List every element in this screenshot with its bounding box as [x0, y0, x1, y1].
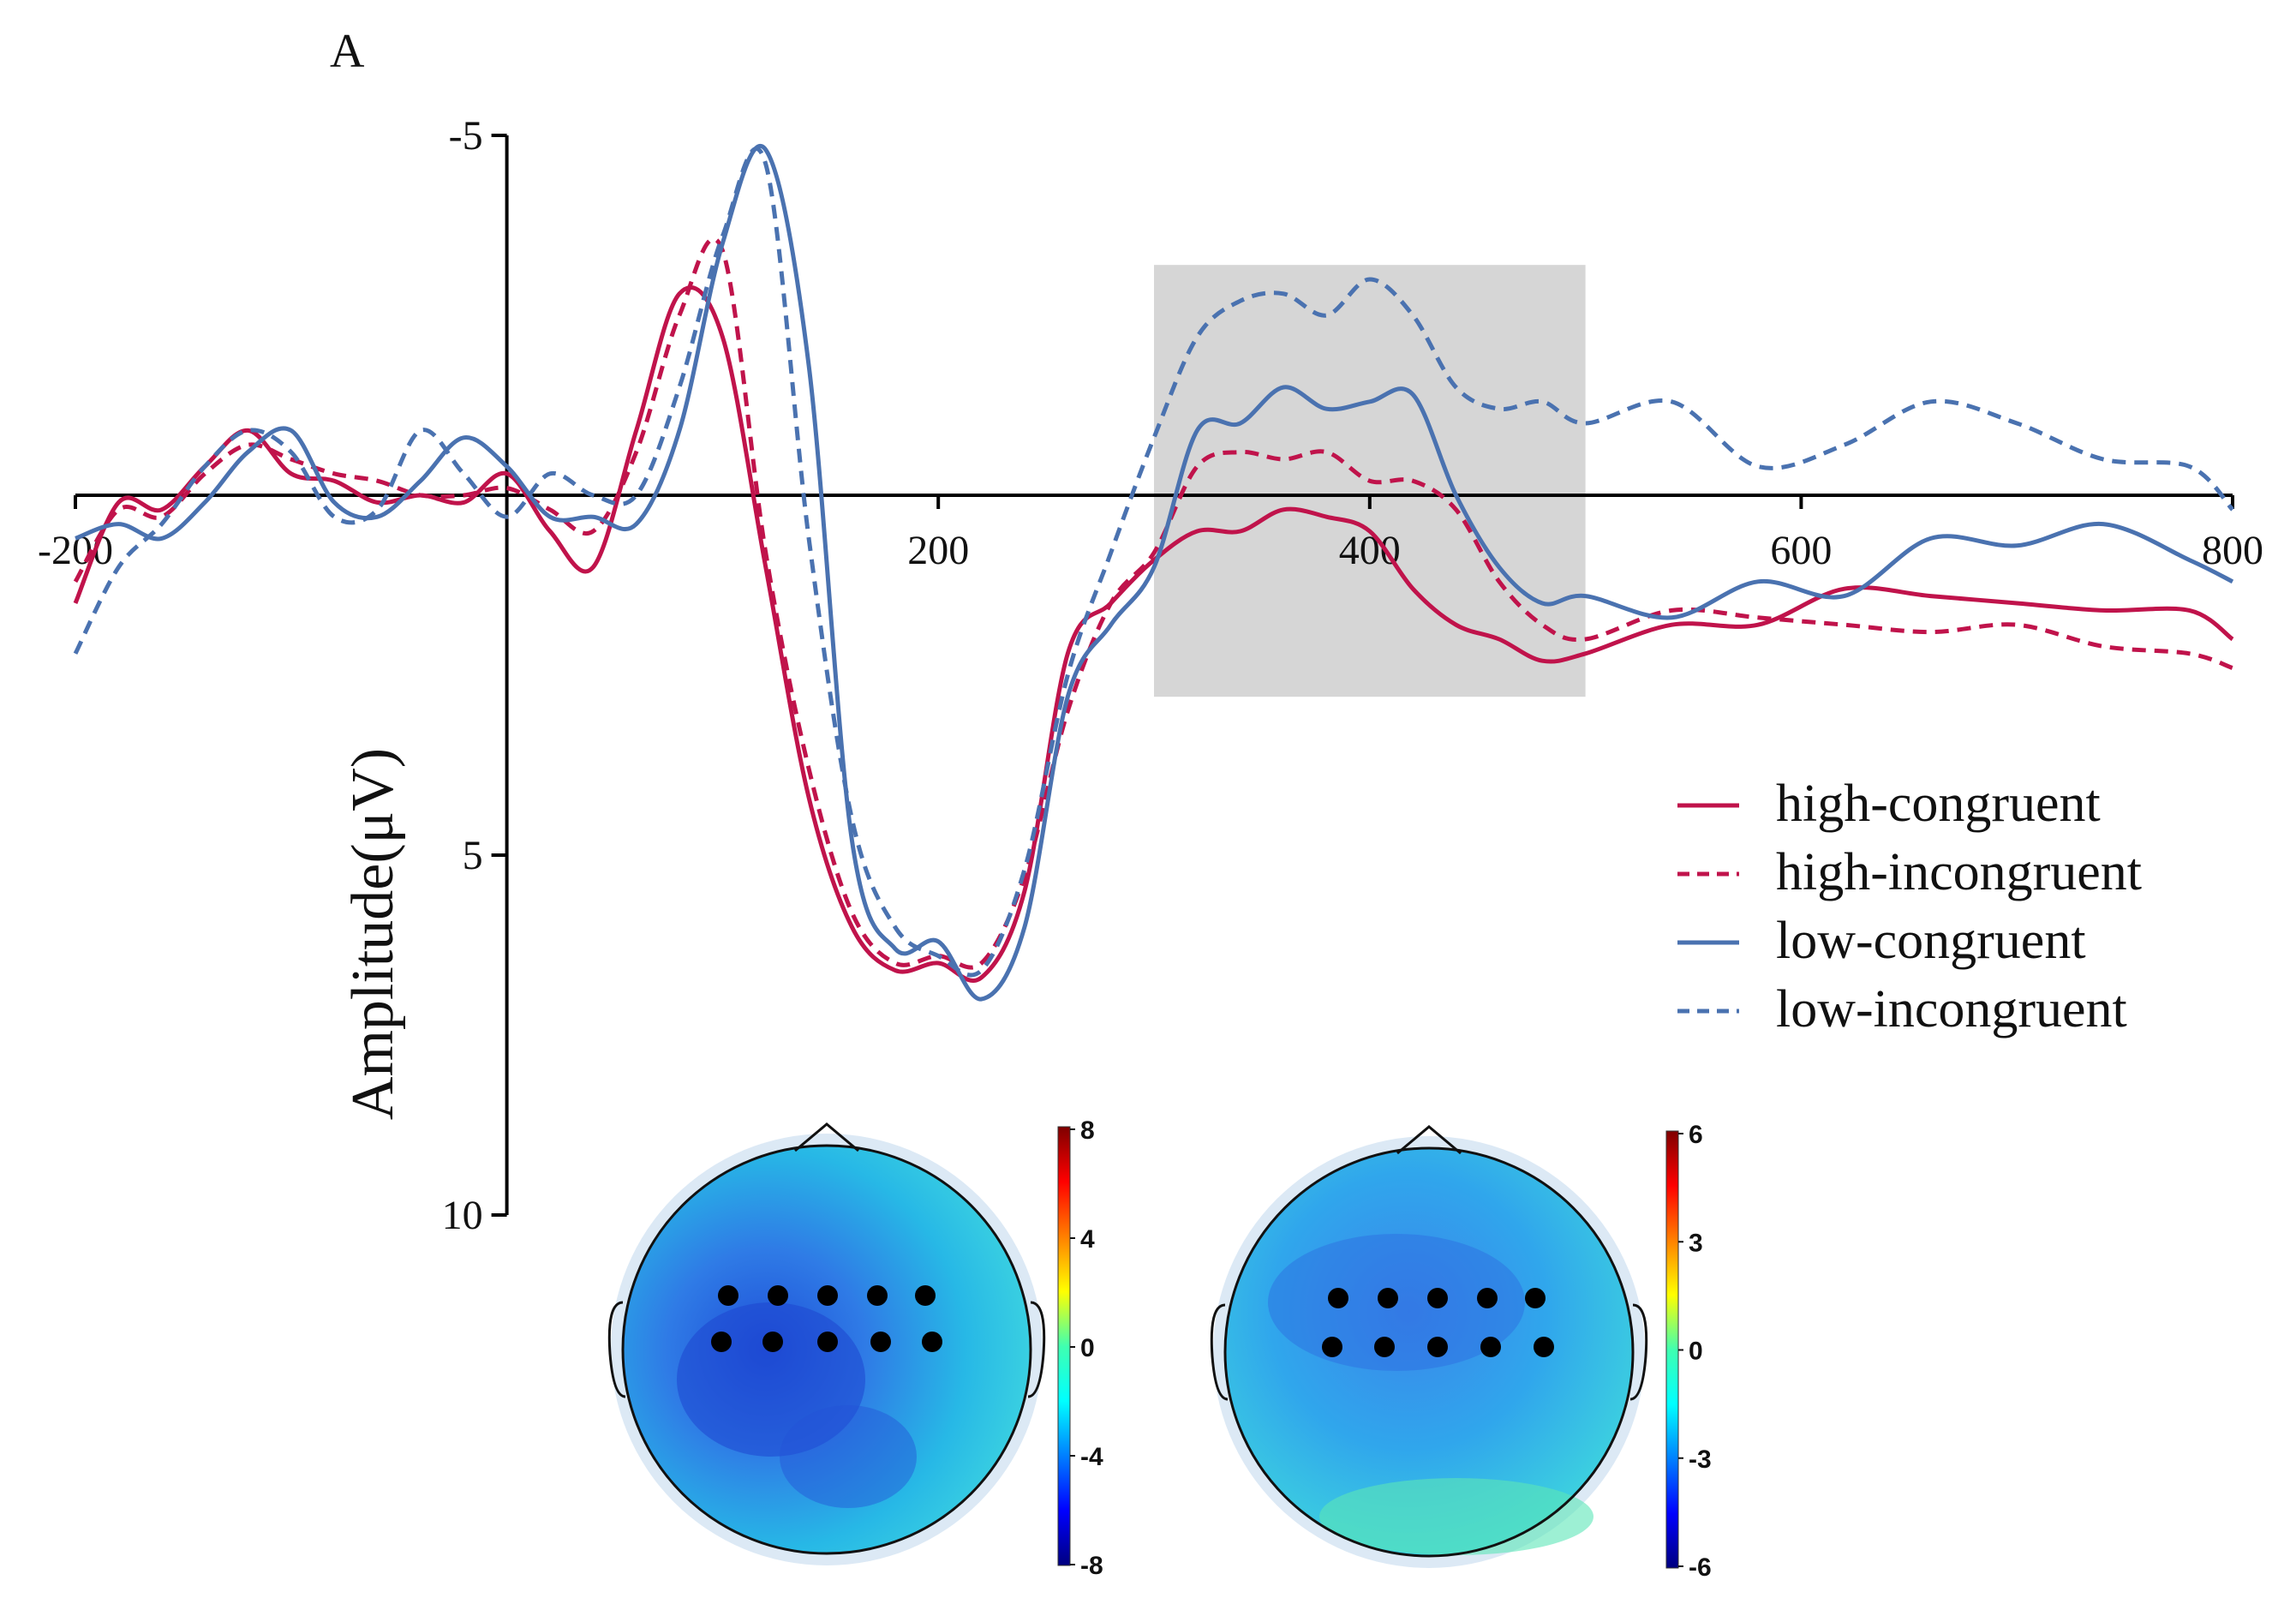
- colorbar-tick-label: -4: [1080, 1443, 1103, 1471]
- electrode-dot: [762, 1332, 783, 1352]
- x-tick-label: 800: [2202, 528, 2263, 573]
- left-ear-icon: [1210, 1303, 1229, 1401]
- legend-label: high-congruent: [1776, 775, 2101, 833]
- neutral-region: [1319, 1478, 1593, 1555]
- electrode-dot: [915, 1285, 936, 1306]
- series-group: [73, 144, 2234, 1002]
- colorbar-tick-label: 8: [1080, 1116, 1095, 1145]
- legend-label: low-congruent: [1776, 912, 2086, 970]
- electrode-dot: [711, 1332, 732, 1352]
- y-tick-label: 10: [442, 1193, 483, 1238]
- x-tick-label: 600: [1770, 528, 1832, 573]
- head-outline: [621, 1144, 1032, 1555]
- electrode-dot: [1525, 1288, 1546, 1308]
- colorbar-ticks: 6 3 0 -3 -6: [1678, 1121, 1712, 1582]
- electrodes: [711, 1285, 942, 1352]
- colorbar-tick-label: -8: [1080, 1552, 1103, 1580]
- negative-region: [780, 1405, 917, 1508]
- colorbar-ticks: 8 4 0 -4 -8: [1070, 1116, 1103, 1580]
- colorbar-tick-label: -6: [1689, 1553, 1712, 1582]
- electrode-dot: [922, 1332, 942, 1352]
- head-outline: [1223, 1146, 1635, 1558]
- colorbar-tick-label: 6: [1689, 1121, 1703, 1149]
- nose-icon: [1396, 1125, 1462, 1155]
- right-ear-icon: [1027, 1301, 1046, 1398]
- series-line-low-congruent: [75, 144, 2234, 1002]
- legend-label: low-incongruent: [1776, 980, 2127, 1038]
- electrode-dot: [867, 1285, 888, 1306]
- legend-label: high-incongruent: [1776, 843, 2142, 901]
- electrode-dot: [1534, 1337, 1554, 1357]
- electrode-dot: [1328, 1288, 1348, 1308]
- electrodes: [1322, 1288, 1554, 1357]
- legend: high-congruent high-incongruent low-congru…: [1677, 775, 2142, 1038]
- electrode-dot: [718, 1285, 738, 1306]
- x-tick-label: 400: [1339, 528, 1401, 573]
- y-tick-label: -5: [449, 113, 483, 159]
- left-ear-icon: [607, 1301, 626, 1398]
- electrode-dot: [870, 1332, 891, 1352]
- electrode-dot: [817, 1285, 838, 1306]
- colorbar-tick-label: 4: [1080, 1225, 1095, 1254]
- y-tick-label: 5: [463, 833, 483, 878]
- colorbar-tick-label: 0: [1689, 1338, 1703, 1366]
- colorbar-tick-label: 3: [1689, 1229, 1703, 1257]
- colorbar: [1665, 1130, 1679, 1569]
- colorbar-tick-label: 0: [1080, 1334, 1095, 1362]
- electrode-dot: [1480, 1337, 1501, 1357]
- electrode-dot: [1378, 1288, 1398, 1308]
- electrode-dot: [1427, 1288, 1448, 1308]
- electrode-dot: [1322, 1337, 1342, 1357]
- panel-label: A: [330, 25, 365, 78]
- nose-icon: [794, 1122, 859, 1152]
- electrode-dot: [768, 1285, 788, 1306]
- series-line-high-incongruent: [73, 236, 2233, 970]
- colorbar-tick-label: -3: [1689, 1445, 1712, 1474]
- right-ear-icon: [1629, 1303, 1648, 1401]
- electrode-dot: [817, 1332, 838, 1352]
- right-topomap: 6 3 0 -3 -6: [1210, 1121, 1712, 1582]
- electrode-dot: [1427, 1337, 1448, 1357]
- y-axis-label: Amplitude(μV): [340, 748, 406, 1120]
- left-topomap: 8 4 0 -4 -8: [607, 1116, 1103, 1580]
- colorbar: [1057, 1126, 1071, 1566]
- x-tick-label: 200: [907, 528, 969, 573]
- electrode-dot: [1477, 1288, 1498, 1308]
- y-ticks: -5 5 10: [442, 113, 507, 1238]
- x-ticks: -200 200 400 600 800: [38, 495, 2263, 573]
- electrode-dot: [1374, 1337, 1395, 1357]
